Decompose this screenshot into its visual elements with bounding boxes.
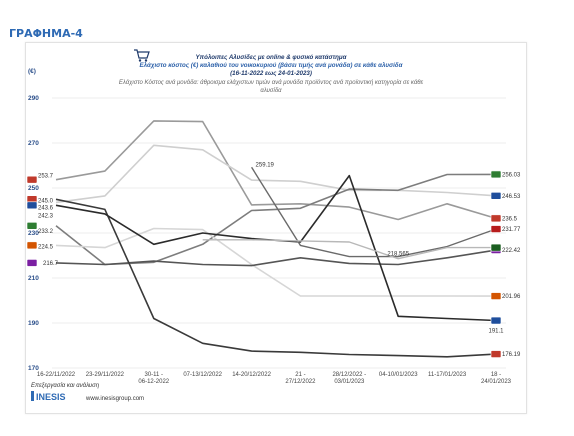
chain-logo-marker	[26, 241, 38, 250]
chain-logo-marker	[490, 350, 502, 358]
data-label: 246.53	[502, 194, 521, 200]
data-label: 218.565	[387, 252, 409, 258]
line-chart: 170 190 210 230 250 270 290 16-22/11/2022 23-29…	[26, 49, 521, 402]
data-label: 242.3	[38, 213, 54, 219]
y-tick-label: 290	[28, 95, 39, 102]
x-tick-label: 28/12/2022 -	[332, 372, 366, 378]
data-label: 253.7	[38, 174, 54, 180]
chain-logo-marker	[26, 201, 38, 210]
x-tick-label: 14-20/12/2022	[232, 372, 271, 378]
data-label: 259.19	[256, 162, 275, 168]
chart-subtitle-line-2: αλυσίδα	[260, 88, 282, 94]
chain-logo-marker	[490, 214, 502, 223]
series-line-2	[55, 144, 497, 204]
shopping-cart-icon	[134, 49, 150, 62]
chain-logo-marker	[490, 316, 502, 325]
chain-logo-marker	[490, 192, 502, 200]
chain-logo-marker	[26, 175, 38, 184]
data-label: 243.6	[38, 205, 54, 211]
x-tick-label: 18 -	[491, 372, 501, 378]
y-axis-unit: (€)	[28, 68, 36, 75]
series-lines	[55, 120, 497, 358]
y-tick-label: 190	[28, 320, 39, 327]
chart-subtitle: Ελάχιστο Κόστος ανά μονάδα: άθροισμα ελά…	[119, 79, 424, 86]
credit-text: Επεξεργασία και ανάλυση	[31, 383, 100, 389]
series-line-6	[55, 198, 497, 358]
page-title: ΓΡΑΦΗΜΑ-4	[9, 27, 83, 40]
x-tick-label: 04-10/01/2023	[379, 372, 418, 378]
chart-title-line-3: (16-11-2022 εως 24-01-2023)	[230, 70, 312, 77]
x-tick-label: 24/01/2023	[481, 379, 512, 385]
x-tick-label: 27/12/2022	[285, 379, 316, 385]
chain-logo-marker	[490, 225, 502, 233]
x-tick-label: 06-12-2022	[138, 379, 169, 385]
data-label: 191.1	[488, 329, 504, 335]
series-line-5	[55, 249, 497, 267]
chain-logo-marker	[490, 243, 502, 252]
y-tick-label: 230	[28, 230, 39, 237]
chain-logo-marker	[490, 170, 502, 179]
data-label: 224.5	[38, 244, 54, 250]
chart-title-line-2: Ελάχιστο κόστος (€) καλαθιού του νοικοκυ…	[140, 62, 404, 69]
data-label: 256.03	[502, 172, 521, 178]
brand-name: INESIS	[36, 392, 66, 402]
series-line-4	[55, 227, 497, 297]
y-tick-label: 250	[28, 185, 39, 192]
y-axis-ticks: 170 190 210 230 250 270 290	[28, 95, 39, 372]
x-tick-label: 30-11 -	[144, 372, 163, 378]
x-axis-ticks: 16-22/11/2022 23-29/11/2022 30-11 -06-12-2…	[37, 372, 512, 385]
x-tick-label: 21 -	[295, 372, 305, 378]
data-label: 231.77	[502, 227, 521, 233]
chart-panel: 170 190 210 230 250 270 290 16-22/11/2022 23-29…	[25, 42, 527, 414]
data-label: 176.19	[502, 352, 521, 358]
inesis-logo: INESIS	[31, 391, 66, 402]
series-line-9	[202, 239, 496, 260]
data-label: 222.42	[502, 248, 521, 254]
y-tick-label: 270	[28, 140, 39, 147]
series-line-8	[251, 166, 497, 258]
y-tick-label: 210	[28, 275, 39, 282]
chart-title: Υπόλοιπες Αλυσίδες με online & φυσικό κα…	[196, 54, 348, 61]
y-tick-label: 170	[28, 365, 39, 372]
x-tick-label: 11-17/01/2023	[428, 372, 467, 378]
x-tick-label: 07-13/12/2022	[183, 372, 222, 378]
x-tick-label: 16-22/11/2022	[37, 372, 76, 378]
data-label: 236.5	[502, 216, 518, 222]
data-label: 233.2	[38, 229, 54, 235]
series-line-1	[55, 120, 497, 221]
chain-logo-markers	[26, 170, 502, 358]
website-text: www.inesisgroup.com	[85, 396, 144, 402]
chain-logo-marker	[26, 259, 38, 267]
chain-logo-marker	[26, 222, 38, 230]
data-label: 245.0	[38, 198, 54, 204]
x-tick-label: 03/01/2023	[334, 379, 365, 385]
grid	[52, 97, 506, 369]
data-label: 201.96	[502, 294, 521, 300]
chain-logo-marker	[490, 292, 502, 300]
x-tick-label: 23-29/11/2022	[86, 372, 125, 378]
data-label: 216.7	[43, 261, 59, 267]
